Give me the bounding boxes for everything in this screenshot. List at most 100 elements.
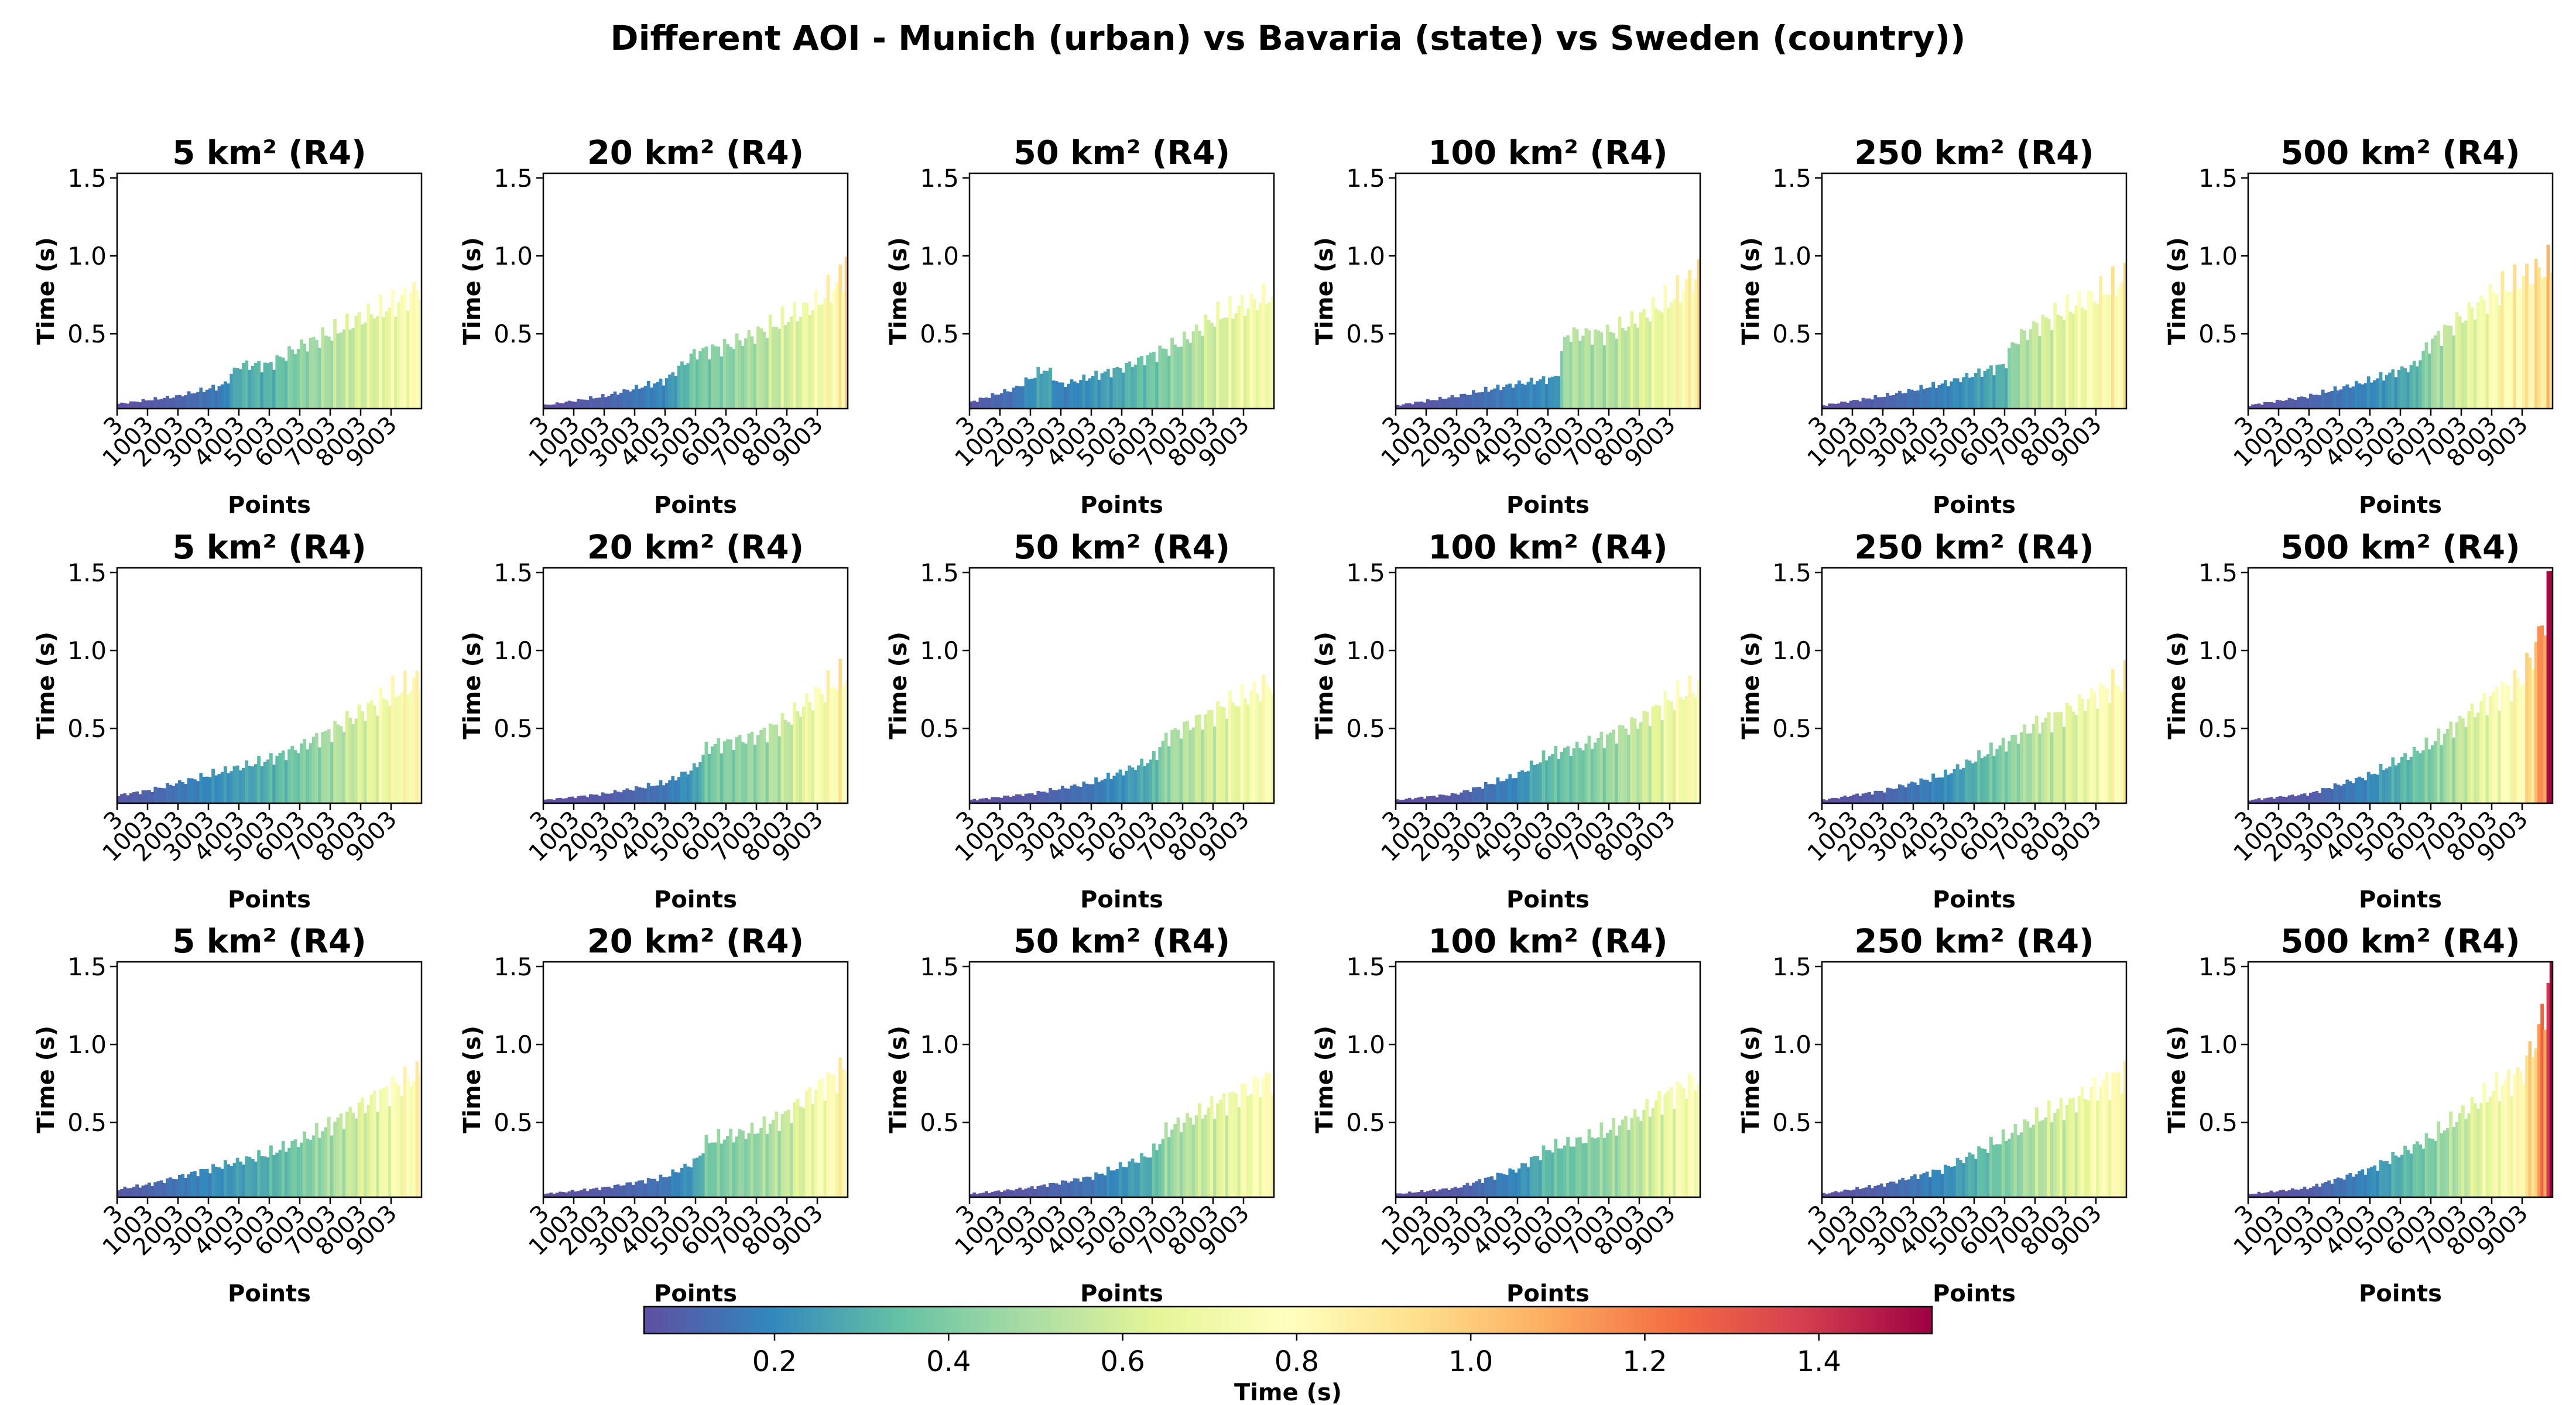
bar [290,1140,294,1197]
bar [1030,378,1034,409]
bar [1971,763,1975,803]
bar [290,349,294,409]
bar [656,382,660,409]
bar [2507,292,2510,409]
bar [991,797,995,803]
y-tick-label: 0.5 [67,714,107,743]
bar [756,1133,760,1197]
bar [1597,1137,1600,1197]
bar [598,796,602,803]
y-axis-label: Time (s) [2164,632,2191,739]
bar [543,799,547,803]
bar [674,1172,678,1197]
bar [315,340,318,409]
bar [1067,383,1071,409]
bar [1435,400,1439,409]
bar [756,326,760,409]
bar [714,1142,717,1197]
bar [1840,1191,1844,1197]
bar [245,760,249,803]
bar [2437,1121,2441,1197]
bar [1533,765,1536,803]
bar [677,777,681,803]
bar [339,332,343,409]
bar [2324,1182,2328,1197]
bar [808,1087,812,1197]
bar [1128,765,1132,803]
bar [2120,282,2124,409]
subplot-title: 250 km² (R4) [1854,529,2094,567]
bar [2035,323,2039,409]
bar [1697,1084,1701,1197]
bar [1569,341,1573,409]
bar [345,313,349,409]
bar [1998,364,2002,409]
bar [1837,1192,1841,1197]
bar [1648,1116,1652,1197]
bar [1186,339,1189,409]
bar [1575,1137,1579,1197]
bar [418,1073,422,1197]
bar [272,369,276,409]
bar [193,393,197,409]
bar [1594,1138,1597,1197]
bar [1922,779,1926,803]
bar [981,798,985,803]
bar [1876,1185,1880,1197]
subplot: 0.51.01.53100320033003400350036003700380… [2164,134,2554,519]
bar [1487,1177,1491,1197]
bar [2084,310,2087,409]
bar [1630,717,1634,803]
bar [1499,390,1503,409]
bar [1587,1129,1591,1197]
bar [1036,366,1040,409]
bar [1544,384,1549,409]
bar [1907,1179,1911,1197]
bar [765,338,769,409]
bar [2327,1180,2331,1197]
bar [2370,1167,2373,1197]
bar [2117,1072,2121,1197]
bar [2528,657,2532,803]
bar [662,785,666,803]
bar [2540,277,2544,409]
bar [2010,342,2015,409]
bar [1268,1073,1272,1197]
bar [303,344,306,409]
bar [239,1161,242,1197]
bar [1240,684,1244,803]
bar [2492,1091,2495,1197]
bar [1396,1193,1399,1197]
bar [1587,735,1591,803]
bar [311,337,316,409]
bar [2461,323,2465,409]
bar [2546,982,2550,1197]
bar [148,400,151,409]
bar [193,779,197,803]
bar [698,351,702,409]
bar [2105,688,2109,803]
bar [1968,760,1972,803]
bar [1925,388,1929,409]
subplot: 0.51.01.53100320033003400350036003700380… [33,529,423,913]
bar [805,693,809,803]
bar [1097,1174,1101,1197]
bar [169,784,173,803]
bar [1965,1156,1969,1197]
bar [199,773,203,803]
bar [747,330,751,409]
subplot: 0.51.01.53100320033003400350036003700380… [1738,923,2128,1307]
bar [1925,1171,1929,1197]
bar [1158,1144,1162,1197]
bar [1931,773,1935,803]
y-tick-label: 1.0 [2198,1030,2238,1059]
bar [2111,669,2115,803]
bar [768,723,772,803]
bar [181,396,184,409]
bar [2016,1135,2020,1197]
bar [2495,687,2498,803]
bar [409,691,413,803]
bar [811,710,815,803]
bar [744,743,748,803]
bar [1103,1175,1107,1197]
